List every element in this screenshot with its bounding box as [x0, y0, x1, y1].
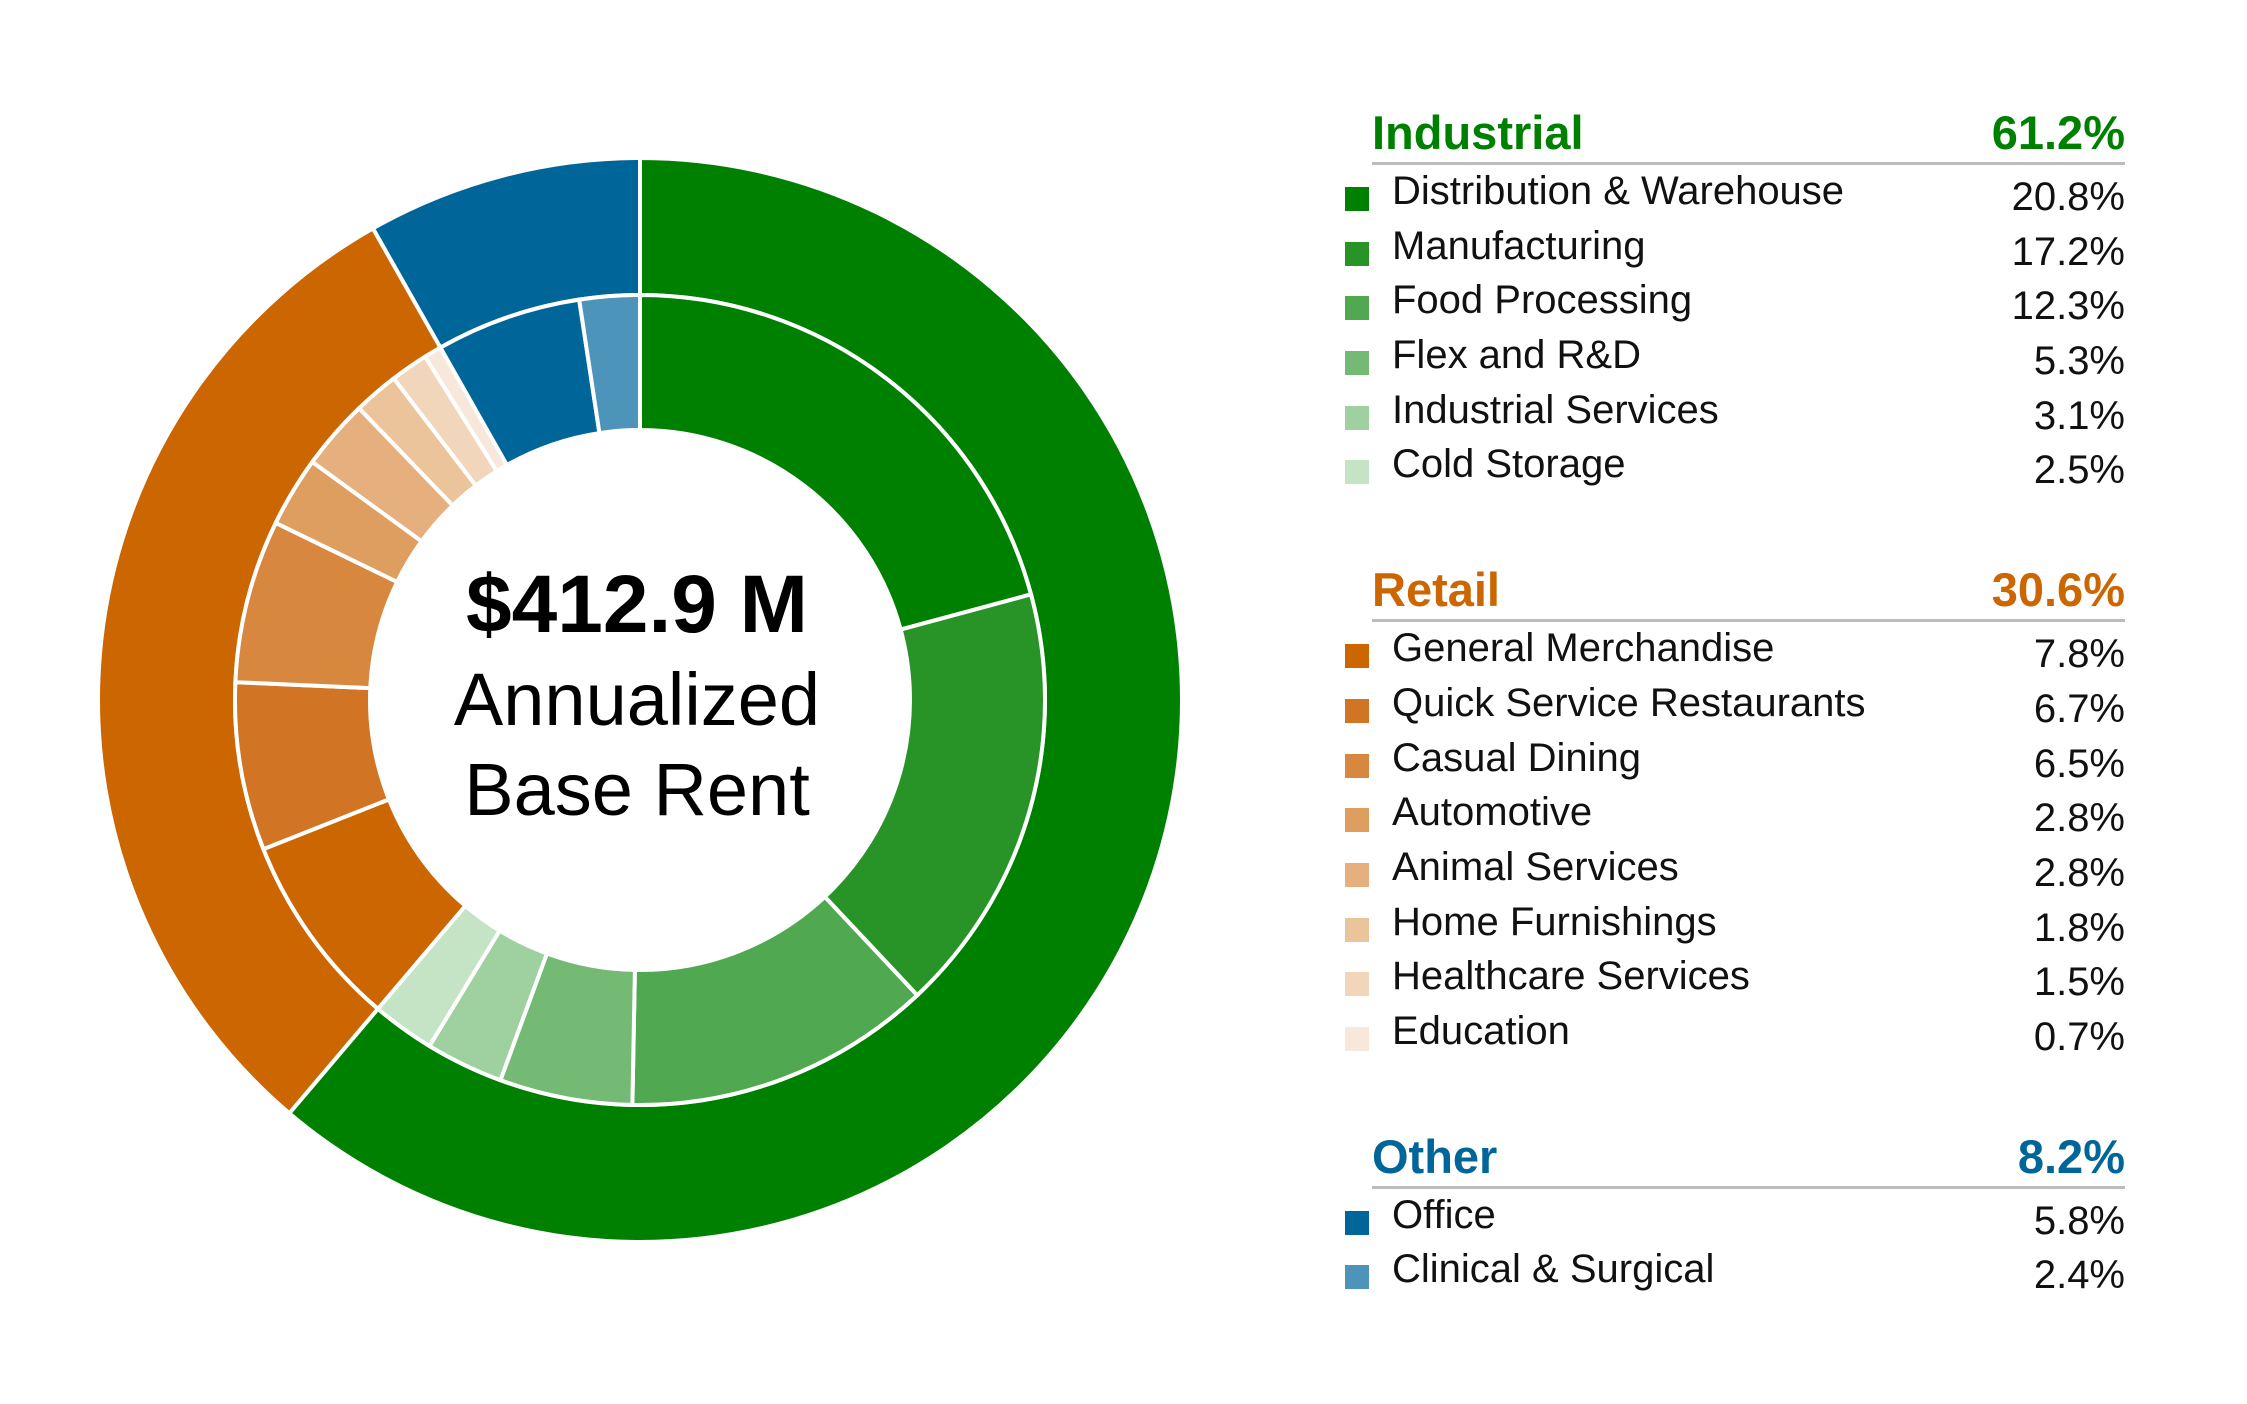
center-line-2: Base Rent: [464, 748, 810, 831]
legend-item: Office 5.8%: [1345, 1189, 2125, 1244]
group-percent: 30.6%: [1991, 563, 2125, 617]
legend-item-name: Flex and R&D: [1392, 333, 1641, 378]
outer-ring: [96, 155, 1184, 1244]
inner-slice: [576, 292, 642, 436]
legend-swatch: [1345, 405, 1369, 430]
legend-item: Manufacturing 17.2%: [1345, 220, 2125, 275]
legend-item-percent: 2.8%: [2033, 850, 2125, 895]
legend-item: Healthcare Services 1.5%: [1345, 950, 2125, 1005]
legend-item: Distribution & Warehouse 20.8%: [1345, 165, 2125, 220]
group-name: Industrial: [1372, 106, 1584, 159]
legend-group-retail: Retail 30.6% General Merchandise 7.8% Quic…: [1345, 557, 2125, 1060]
legend-item-name: Animal Services: [1392, 844, 1679, 889]
group-header: Industrial 61.2%: [1372, 100, 2125, 165]
center-line-1: Annualized: [453, 658, 821, 741]
legend-item-percent: 0.7%: [2033, 1014, 2125, 1059]
total-amount: $412.9 M: [466, 559, 808, 650]
legend-item-name: Quick Service Restaurants: [1392, 680, 1866, 725]
legend-item: Industrial Services 3.1%: [1345, 384, 2125, 439]
legend: Industrial 61.2% Distribution & Warehous…: [1345, 100, 2125, 1298]
legend-item: Flex and R&D 5.3%: [1345, 329, 2125, 384]
legend-group-other: Other 8.2% Office 5.8% Clinical & Surgical…: [1345, 1124, 2125, 1298]
group-percent: 8.2%: [2017, 1129, 2125, 1183]
legend-item-name: Casual Dining: [1392, 735, 1642, 780]
legend-item: Home Furnishings 1.8%: [1345, 896, 2125, 951]
legend-swatch: [1345, 296, 1369, 321]
legend-item-percent: 3.1%: [2033, 393, 2125, 438]
legend-swatch: [1345, 351, 1369, 376]
legend-swatch: [1345, 862, 1369, 887]
legend-item-percent: 2.5%: [2033, 448, 2125, 493]
legend-item: Animal Services 2.8%: [1345, 841, 2125, 896]
legend-item-percent: 6.7%: [2033, 686, 2125, 731]
legend-item-percent: 6.5%: [2033, 741, 2125, 786]
legend-item: Clinical & Surgical 2.4%: [1345, 1243, 2125, 1298]
legend-item: Automotive 2.8%: [1345, 786, 2125, 841]
legend-item: General Merchandise 7.8%: [1345, 622, 2125, 677]
legend-item-name: Automotive: [1392, 790, 1593, 835]
chart-center-label: $412.9 M Annualized Base Rent: [337, 555, 937, 835]
legend-item: Casual Dining 6.5%: [1345, 732, 2125, 787]
legend-swatch: [1345, 460, 1369, 485]
legend-item-percent: 2.4%: [2033, 1253, 2125, 1298]
legend-swatch: [1345, 187, 1369, 211]
legend-item-name: Clinical & Surgical: [1392, 1247, 1715, 1292]
legend-swatch: [1345, 972, 1369, 997]
inner-slice: [822, 591, 1047, 999]
legend-swatch: [1345, 808, 1369, 833]
legend-item-name: General Merchandise: [1392, 626, 1775, 671]
legend-item-name: Cold Storage: [1392, 442, 1626, 487]
legend-item: Food Processing 12.3%: [1345, 274, 2125, 329]
group-header: Retail 30.6%: [1372, 557, 2125, 623]
legend-item-name: Food Processing: [1392, 278, 1693, 323]
legend-item: Education 0.7%: [1345, 1005, 2125, 1060]
group-header: Other 8.2%: [1372, 1124, 2125, 1189]
legend-item-percent: 1.8%: [2033, 905, 2125, 950]
inner-slice: [638, 292, 1034, 633]
legend-item-percent: 2.8%: [2033, 796, 2125, 841]
legend-swatch: [1345, 1265, 1369, 1290]
legend-item-percent: 7.8%: [2033, 632, 2125, 677]
legend-swatch: [1345, 644, 1369, 669]
legend-swatch: [1345, 1210, 1369, 1235]
legend-swatch: [1345, 753, 1369, 778]
legend-item-percent: 20.8%: [2011, 175, 2125, 219]
inner-ring: [233, 292, 1047, 1107]
legend-item: Quick Service Restaurants 6.7%: [1345, 677, 2125, 732]
group-name: Retail: [1372, 563, 1500, 617]
donut-chart: [96, 155, 1184, 1244]
legend-item-name: Education: [1392, 1008, 1570, 1053]
legend-item-percent: 5.3%: [2033, 339, 2125, 384]
legend-item-name: Office: [1392, 1192, 1496, 1237]
legend-swatch: [1345, 698, 1369, 723]
legend-item-percent: 1.5%: [2033, 960, 2125, 1005]
legend-item-name: Home Furnishings: [1392, 899, 1717, 944]
group-percent: 61.2%: [1991, 106, 2125, 159]
legend-item-name: Industrial Services: [1392, 387, 1719, 432]
legend-item-percent: 5.8%: [2033, 1198, 2125, 1243]
legend-item-name: Healthcare Services: [1392, 954, 1750, 999]
group-name: Other: [1372, 1129, 1498, 1183]
legend-item: Cold Storage 2.5%: [1345, 438, 2125, 493]
legend-item-name: Manufacturing: [1392, 223, 1646, 268]
legend-item-percent: 12.3%: [2011, 284, 2125, 329]
legend-group-industrial: Industrial 61.2% Distribution & Warehous…: [1345, 100, 2125, 493]
legend-item-percent: 17.2%: [2011, 229, 2125, 274]
legend-swatch: [1345, 917, 1369, 942]
legend-swatch: [1345, 1026, 1369, 1051]
legend-item-name: Distribution & Warehouse: [1392, 169, 1845, 213]
legend-swatch: [1345, 241, 1369, 266]
